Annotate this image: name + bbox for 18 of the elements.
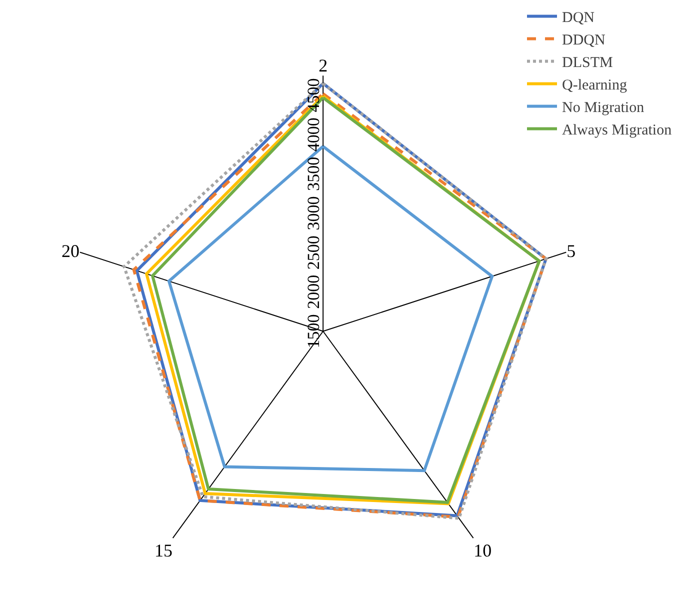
legend-label: No Migration	[562, 100, 645, 116]
spoke-label: 10	[474, 540, 492, 561]
y-tick-label: 2000	[304, 274, 324, 309]
y-tick-label: 4000	[304, 118, 324, 152]
y-tick-label: 2500	[304, 236, 324, 270]
spoke-label: 15	[154, 540, 173, 561]
legend-label: DLSTM	[562, 55, 613, 72]
spoke-label: 5	[566, 240, 576, 261]
spoke-label: 2	[318, 56, 328, 76]
y-tick-label: 1500	[304, 314, 324, 348]
legend-label: DDQN	[562, 32, 606, 49]
legend-label: Q-learning	[562, 78, 628, 94]
y-tick-label: 4500	[304, 78, 324, 112]
y-tick-label: 3000	[304, 196, 324, 230]
y-tick-label: 3500	[304, 156, 324, 191]
legend-label: DQN	[562, 10, 595, 26]
legend-label: Always Migration	[562, 122, 672, 139]
spoke-label: 20	[61, 240, 80, 261]
